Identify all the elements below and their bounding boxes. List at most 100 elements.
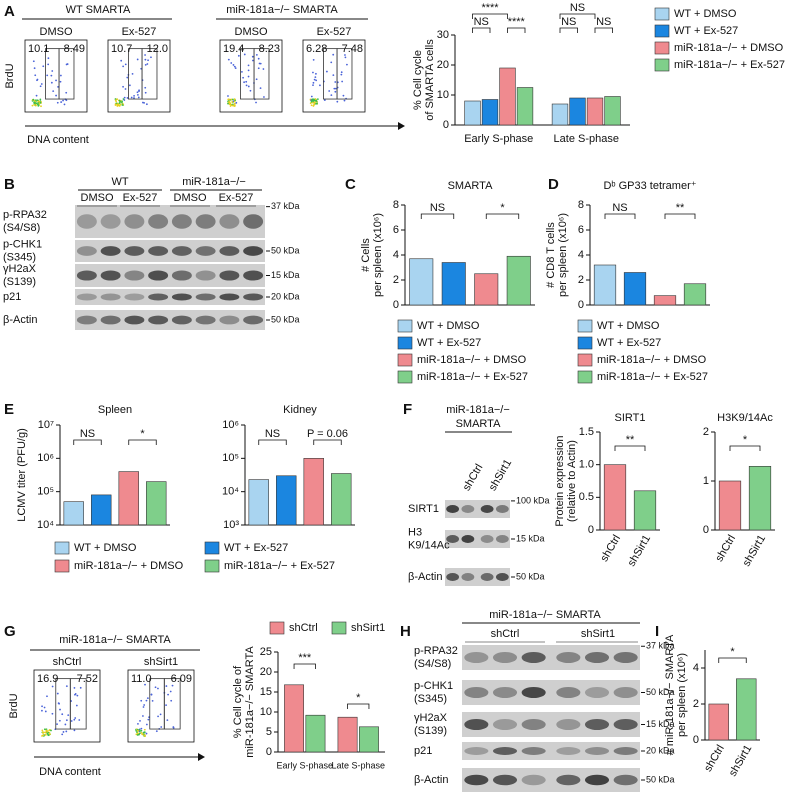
flow-event <box>58 719 61 722</box>
blot-band <box>243 315 264 325</box>
flow-event <box>255 101 257 104</box>
y-tick-label: 20 <box>260 666 272 678</box>
blot-band <box>464 652 489 663</box>
flow-event <box>56 692 59 695</box>
chart-title: Kidney <box>283 404 317 416</box>
blot-band <box>480 505 494 513</box>
blot-band <box>100 315 121 325</box>
panel-letter: G <box>4 623 16 640</box>
flow-event <box>75 704 78 707</box>
flow-event <box>67 714 70 717</box>
y-tick-label: 2 <box>578 274 584 286</box>
flow-gate-value: 16.9 <box>37 673 58 685</box>
blot-band <box>446 573 460 581</box>
blot-lane: shSirt1 <box>487 457 515 493</box>
blot-marker: 37 kDa <box>646 641 675 651</box>
blot-marker: 15 kDa <box>271 270 300 280</box>
flow-event <box>62 731 65 733</box>
flow-event <box>325 70 328 73</box>
blot-band <box>584 652 610 663</box>
flow-event <box>147 718 150 721</box>
panel-letter: F <box>403 401 412 418</box>
panel-letter: D <box>548 176 559 193</box>
blot-strip <box>462 712 640 737</box>
flow-event <box>140 699 143 702</box>
flow-event <box>140 67 143 70</box>
legend-swatch <box>577 336 593 350</box>
flow-event <box>33 67 36 70</box>
flow-event <box>231 104 234 107</box>
flow-event <box>42 732 45 734</box>
significance-label: NS <box>596 16 611 28</box>
blot-band <box>556 719 581 730</box>
flow-event <box>70 720 73 722</box>
blot-band <box>492 774 518 786</box>
bar <box>586 97 604 126</box>
significance-bracket <box>293 663 316 669</box>
blot-row-label: p-RPA32 <box>3 209 47 221</box>
flow-event <box>344 54 346 56</box>
blot-row-label: β-Actin <box>414 774 448 786</box>
flow-event <box>39 98 42 101</box>
flow-event <box>231 101 234 103</box>
flow-event <box>139 719 141 722</box>
flow-event <box>311 99 313 102</box>
y-axis-label: per spleen (x10⁶) <box>372 213 384 297</box>
blot-row-label: γH2aX <box>414 712 448 724</box>
y-tick-label: 10⁶ <box>37 452 54 464</box>
flow-event <box>263 96 265 98</box>
flow-event <box>120 59 123 62</box>
significance-label: ** <box>626 434 635 446</box>
flow-event <box>314 98 317 101</box>
flow-event <box>73 718 76 721</box>
y-axis-label: # Cells <box>360 238 372 272</box>
flow-event <box>227 98 230 101</box>
flow-gate <box>336 48 353 100</box>
blot-band <box>464 687 489 698</box>
blot-band <box>556 774 581 786</box>
blot-band <box>521 774 546 786</box>
flow-plot-label: shSirt1 <box>144 656 178 668</box>
significance-bracket <box>559 27 578 33</box>
bar <box>146 481 167 526</box>
flow-event <box>159 713 162 716</box>
flow-event <box>59 80 62 83</box>
flow-event <box>311 101 314 104</box>
blot-lane: shSirt1 <box>581 628 615 640</box>
blot-marker: 100 kDa <box>516 495 550 505</box>
flow-event <box>170 699 173 702</box>
blot-row-label: K9/14Ac <box>408 539 450 551</box>
flow-group-label: miR-181a−/− SMARTA <box>59 634 171 646</box>
flow-event <box>140 727 143 730</box>
significance-label: NS <box>80 428 95 440</box>
significance-label: NS <box>265 428 280 440</box>
blot-band <box>556 687 581 698</box>
y-tick-label: 4 <box>393 249 399 261</box>
chart-title: Dᵇ GP33 tetramer⁺ <box>603 180 696 192</box>
y-tick-label: 20 <box>437 59 449 71</box>
significance-bracket <box>472 27 491 33</box>
flow-event <box>312 105 315 107</box>
flow-gate-value: 10.7 <box>111 43 132 55</box>
legend-label: miR-181a−/− + Ex-527 <box>417 371 528 383</box>
significance-bracket <box>420 213 455 219</box>
bar <box>499 67 516 126</box>
blot-band <box>584 687 610 698</box>
blot-band <box>76 293 97 301</box>
blot-band <box>464 747 489 755</box>
legend-swatch <box>204 559 220 573</box>
blot-band <box>521 652 546 663</box>
blot-band <box>556 747 581 755</box>
bar <box>623 272 647 306</box>
flow-event <box>251 59 254 62</box>
panel-letter: E <box>4 401 14 418</box>
legend-swatch <box>577 370 593 384</box>
flow-event <box>171 684 174 687</box>
flow-event <box>142 706 145 708</box>
blot-lane: DMSO <box>81 192 114 204</box>
flow-event <box>144 58 147 61</box>
flow-event <box>47 63 50 66</box>
blot-group: WT <box>111 176 128 188</box>
y-tick-label: 6 <box>578 224 584 236</box>
flow-event <box>166 719 169 722</box>
